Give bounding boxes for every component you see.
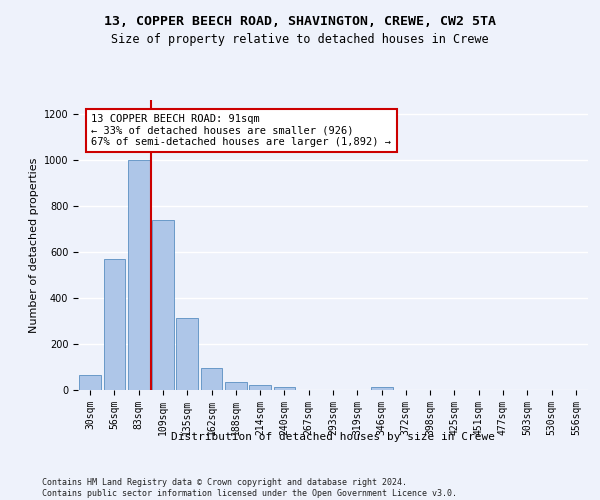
Bar xyxy=(200,368,223,390)
Bar xyxy=(225,382,247,390)
Bar xyxy=(371,387,392,390)
Bar xyxy=(152,220,174,390)
Bar xyxy=(104,259,125,390)
Bar xyxy=(79,375,101,390)
Bar xyxy=(176,318,198,390)
Bar xyxy=(274,387,295,390)
Text: Distribution of detached houses by size in Crewe: Distribution of detached houses by size … xyxy=(171,432,495,442)
Text: Size of property relative to detached houses in Crewe: Size of property relative to detached ho… xyxy=(111,32,489,46)
Text: Contains HM Land Registry data © Crown copyright and database right 2024.
Contai: Contains HM Land Registry data © Crown c… xyxy=(42,478,457,498)
Bar xyxy=(128,160,149,390)
Y-axis label: Number of detached properties: Number of detached properties xyxy=(29,158,40,332)
Text: 13, COPPER BEECH ROAD, SHAVINGTON, CREWE, CW2 5TA: 13, COPPER BEECH ROAD, SHAVINGTON, CREWE… xyxy=(104,15,496,28)
Text: 13 COPPER BEECH ROAD: 91sqm
← 33% of detached houses are smaller (926)
67% of se: 13 COPPER BEECH ROAD: 91sqm ← 33% of det… xyxy=(91,114,391,147)
Bar xyxy=(249,384,271,390)
